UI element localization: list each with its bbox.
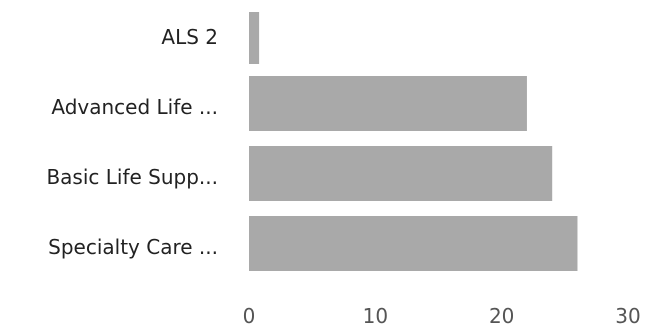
x-axis-tick-labels: 0 10 20 30 (243, 304, 641, 327)
category-label: Advanced Life ... (51, 95, 218, 119)
bar-1 (249, 76, 527, 131)
category-label: Specialty Care ... (48, 235, 218, 259)
category-label: ALS 2 (161, 25, 218, 49)
bar-3 (249, 216, 578, 271)
x-tick-label: 30 (615, 304, 640, 327)
bars-group (249, 12, 578, 271)
x-tick-label: 0 (243, 304, 256, 327)
category-label: Basic Life Supp... (46, 165, 218, 189)
bar-2 (249, 146, 553, 201)
x-tick-label: 20 (489, 304, 514, 327)
bar-0 (249, 12, 260, 64)
x-tick-label: 10 (363, 304, 388, 327)
category-labels: ALS 2 Advanced Life ... Basic Life Supp...… (46, 25, 218, 259)
